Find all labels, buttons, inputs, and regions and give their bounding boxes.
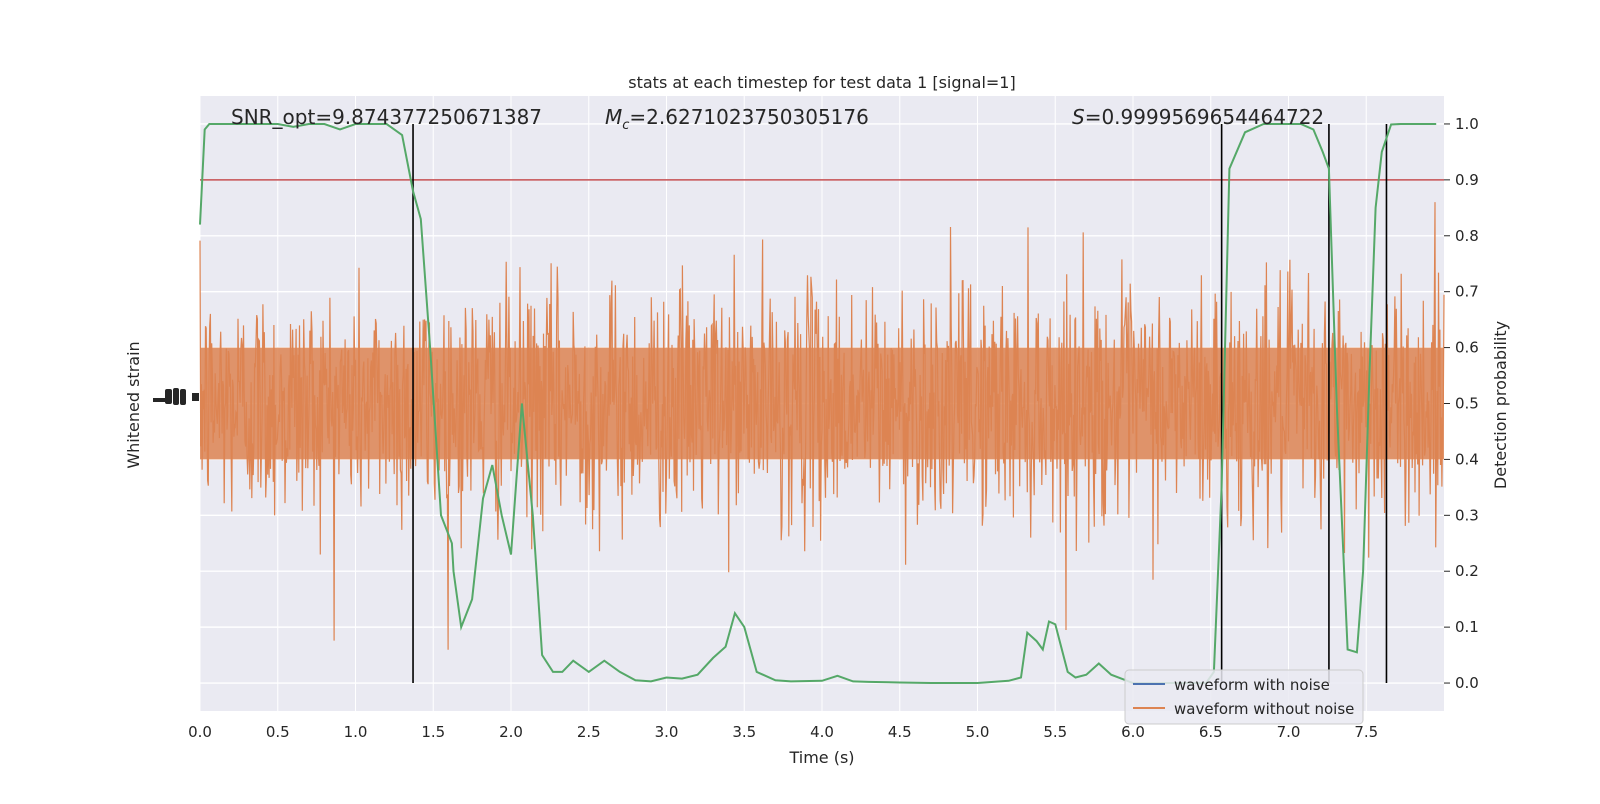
- x-tick-label: 3.0: [655, 723, 679, 741]
- noise-waveform: [199, 202, 1445, 650]
- y-tick-label: 0.4: [1455, 450, 1479, 468]
- x-tick-label: 2.0: [499, 723, 523, 741]
- y-tick-label: 0.5: [1455, 395, 1479, 413]
- x-ticks: 0.0 0.5 1.0 1.5 2.0 2.5 3.0 3.5 4.0 4.5 5.0 5.5 6.0 6…: [188, 723, 1378, 741]
- x-tick-label: 3.5: [732, 723, 756, 741]
- x-tick-label: 0.5: [266, 723, 290, 741]
- x-tick-label: 1.0: [344, 723, 368, 741]
- x-axis-label: Time (s): [788, 748, 854, 767]
- y-tick-label: 0.2: [1455, 562, 1479, 580]
- y-tick-label: 0.8: [1455, 227, 1479, 245]
- chirp-mass-value: =2.6271023750305176: [629, 105, 868, 129]
- x-tick-label: 6.5: [1199, 723, 1223, 741]
- left-axis-artifact: [153, 388, 199, 405]
- y-axis-label-right: Detection probability: [1491, 321, 1510, 489]
- probability-line: [199, 123, 1437, 684]
- x-tick-label: 4.0: [810, 723, 834, 741]
- legend: waveform with noise waveform without noi…: [1124, 669, 1364, 725]
- x-tick-label: 1.5: [421, 723, 445, 741]
- y-tick-label: 0.9: [1455, 171, 1479, 189]
- x-tick-label: 0.0: [188, 723, 212, 741]
- y-tick-label: 1.0: [1455, 115, 1479, 133]
- snr-annotation: SNR_opt=9.874377250671387: [231, 105, 542, 129]
- x-tick-label: 5.0: [966, 723, 990, 741]
- legend-box: [1124, 669, 1364, 725]
- x-tick-label: 2.5: [577, 723, 601, 741]
- x-tick-label: 7.5: [1354, 723, 1378, 741]
- y-tick-label: 0.6: [1455, 339, 1479, 357]
- y-axis-label-left: Whitened strain: [124, 341, 143, 468]
- s-annotation: S=0.9999569654464722: [1072, 105, 1324, 129]
- noise-core-band: [200, 347, 1444, 460]
- chart-title: stats at each timestep for test data 1 […: [628, 73, 1015, 92]
- x-tick-label: 6.0: [1121, 723, 1145, 741]
- y-tick-label: 0.3: [1455, 506, 1479, 524]
- chirp-mass-annotation: Mc=2.6271023750305176: [605, 105, 869, 133]
- y-tick-label: 0.7: [1455, 283, 1479, 301]
- y-tick-label: 0.0: [1455, 674, 1479, 692]
- y-ticks-right: 0.0 0.1 0.2 0.3 0.4 0.5 0.6 0.7 0.8 0.9 1.0: [1444, 115, 1479, 692]
- probability-layer: [199, 123, 1437, 684]
- legend-label-clean: waveform without noise: [1174, 700, 1354, 718]
- y-tick-label: 0.1: [1455, 618, 1479, 636]
- event-lines: [412, 123, 1388, 684]
- x-tick-label: 7.0: [1277, 723, 1301, 741]
- x-tick-label: 4.5: [888, 723, 912, 741]
- legend-label-noise: waveform with noise: [1174, 676, 1330, 694]
- x-tick-label: 5.5: [1043, 723, 1067, 741]
- s-value: =0.9999569654464722: [1085, 105, 1324, 129]
